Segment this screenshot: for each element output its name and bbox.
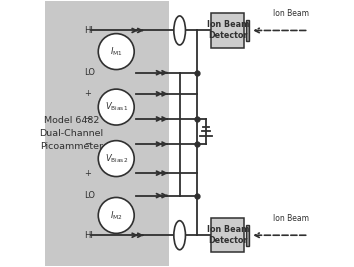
- Circle shape: [98, 34, 134, 70]
- Text: LO: LO: [84, 68, 95, 77]
- Circle shape: [98, 197, 134, 233]
- FancyBboxPatch shape: [246, 225, 250, 246]
- Text: Detector: Detector: [208, 31, 247, 40]
- Ellipse shape: [174, 16, 185, 45]
- Bar: [169, 1, 309, 266]
- Text: Detector: Detector: [208, 236, 247, 245]
- Bar: [45, 1, 169, 266]
- Text: HI: HI: [84, 26, 93, 35]
- Text: $I_{\mathrm{M1}}$: $I_{\mathrm{M1}}$: [110, 45, 122, 58]
- FancyBboxPatch shape: [211, 13, 244, 48]
- FancyBboxPatch shape: [246, 20, 250, 41]
- Text: Ion Beam: Ion Beam: [273, 214, 309, 223]
- Text: Ion Beam: Ion Beam: [207, 20, 249, 29]
- Text: −: −: [84, 140, 91, 148]
- Text: +: +: [84, 89, 91, 98]
- Text: $V_{\mathrm{Bias2}}$: $V_{\mathrm{Bias2}}$: [105, 152, 128, 165]
- Circle shape: [98, 89, 134, 125]
- Ellipse shape: [174, 221, 185, 250]
- FancyBboxPatch shape: [211, 218, 244, 252]
- Text: Ion Beam: Ion Beam: [273, 9, 309, 18]
- Text: +: +: [84, 169, 91, 178]
- Text: $I_{\mathrm{M2}}$: $I_{\mathrm{M2}}$: [110, 209, 122, 222]
- Text: HI: HI: [84, 231, 93, 240]
- Text: −: −: [84, 115, 91, 123]
- Text: Model 6482
Dual-Channel
Picoammeter: Model 6482 Dual-Channel Picoammeter: [39, 116, 103, 151]
- Text: $V_{\mathrm{Bias1}}$: $V_{\mathrm{Bias1}}$: [105, 101, 128, 113]
- Text: Ion Beam: Ion Beam: [207, 225, 249, 234]
- Text: LO: LO: [84, 191, 95, 200]
- Circle shape: [98, 141, 134, 176]
